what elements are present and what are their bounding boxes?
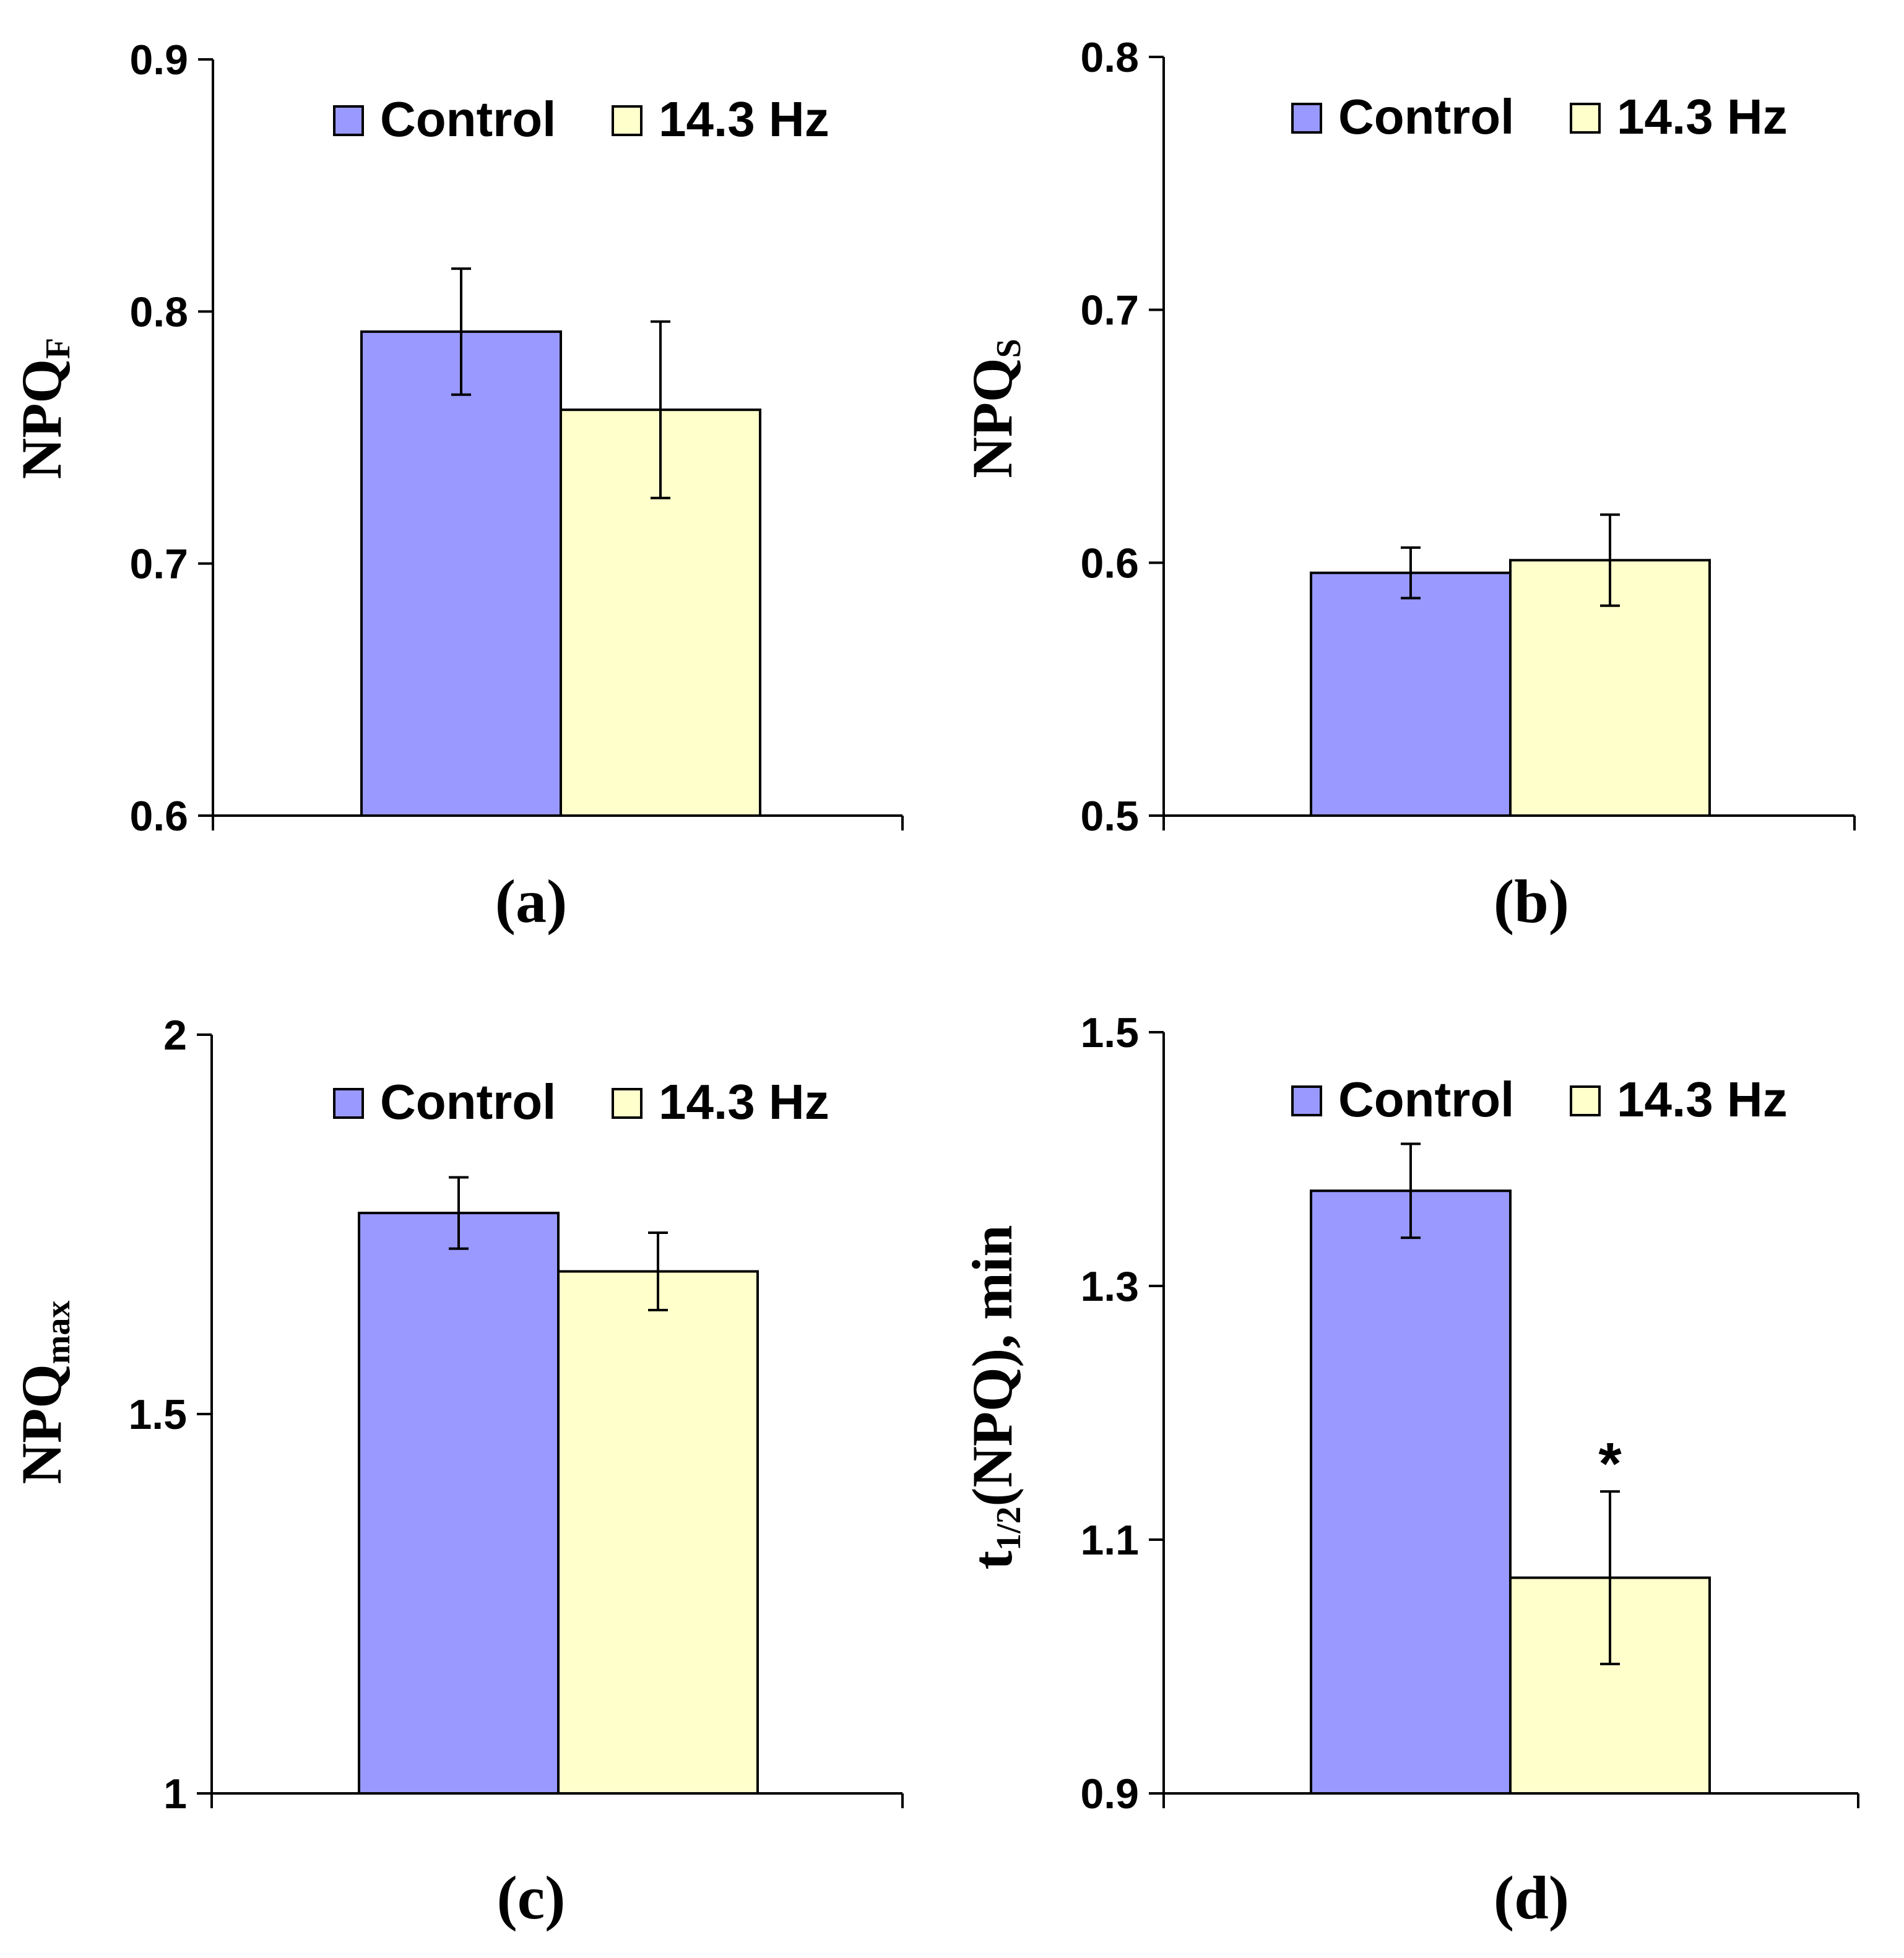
legend-swatch-control: [1291, 1085, 1322, 1116]
legend-swatch-control: [333, 1088, 364, 1119]
legend-swatch-treated: [1570, 103, 1601, 134]
y-tick-label: 0.9: [1080, 1770, 1139, 1818]
bar-control: [358, 1212, 560, 1795]
legend: Control 14.3 Hz: [333, 92, 829, 147]
y-axis-label: NPQF: [10, 338, 77, 479]
y-tick-label: 2: [163, 1012, 187, 1059]
y-axis-label: NPQmax: [10, 1301, 77, 1485]
panel-label: (a): [495, 867, 568, 936]
significance-marker: *: [1598, 1431, 1622, 1497]
y-tick-label: 1.1: [1080, 1517, 1139, 1564]
y-tick-label: 0.7: [129, 541, 188, 588]
legend: Control 14.3 Hz: [333, 1074, 829, 1129]
legend-label-treated: 14.3 Hz: [1617, 1072, 1788, 1127]
y-tick-label: 1.5: [128, 1391, 187, 1438]
legend: Control 14.3 Hz: [1291, 1072, 1788, 1127]
bar-control: [1310, 571, 1512, 817]
legend-swatch-control: [1291, 103, 1322, 134]
chart-panel-b: NPQS Control 14.3 Hz (b) 0.5 0.6 0.7 0.8: [961, 34, 1856, 936]
bar-control: [360, 330, 562, 817]
y-tick-label: 1.5: [1080, 1009, 1139, 1056]
bar-treated: [1509, 1576, 1711, 1795]
bar-treated: [557, 1270, 759, 1795]
panel-label: (b): [1494, 867, 1569, 936]
panel-label: (d): [1494, 1863, 1569, 1932]
legend-label-treated: 14.3 Hz: [1617, 89, 1788, 144]
y-tick-label: 1.3: [1080, 1263, 1139, 1310]
y-tick-label: 0.8: [1080, 34, 1139, 81]
legend-label-treated: 14.3 Hz: [659, 92, 829, 147]
chart-panel-d: t1/2(NPQ), min Control 14.3 Hz (d) 0.9 1.…: [961, 1009, 1859, 1932]
y-tick-label: 1: [163, 1770, 187, 1818]
legend-swatch-treated: [612, 105, 643, 136]
legend-label-control: Control: [380, 92, 556, 147]
legend-swatch-control: [333, 105, 364, 136]
legend-swatch-treated: [612, 1088, 643, 1119]
legend-label-control: Control: [1338, 89, 1514, 144]
bar-control: [1310, 1189, 1512, 1795]
legend-label-control: Control: [1338, 1072, 1514, 1127]
legend-label-control: Control: [380, 1074, 556, 1129]
chart-panel-c: NPQmax Control 14.3 Hz (c) 1 1.5 2: [10, 1012, 904, 1932]
legend-label-treated: 14.3 Hz: [659, 1074, 829, 1129]
y-axis-label: t1/2(NPQ), min: [961, 1225, 1028, 1569]
y-axis-label: NPQS: [961, 339, 1028, 478]
y-tick-label: 0.9: [129, 37, 188, 84]
y-tick-label: 0.8: [129, 288, 188, 335]
y-tick-label: 0.6: [1080, 540, 1139, 587]
legend-swatch-treated: [1570, 1085, 1601, 1116]
legend: Control 14.3 Hz: [1291, 89, 1788, 144]
y-tick-label: 0.5: [1080, 793, 1139, 840]
panel-label: (c): [497, 1863, 566, 1932]
y-tick-label: 0.6: [129, 793, 188, 840]
y-tick-label: 0.7: [1080, 287, 1139, 334]
chart-panel-a: NPQF Control 14.3 Hz (a) 0.6 0.7 0.8 0.9: [10, 37, 904, 936]
